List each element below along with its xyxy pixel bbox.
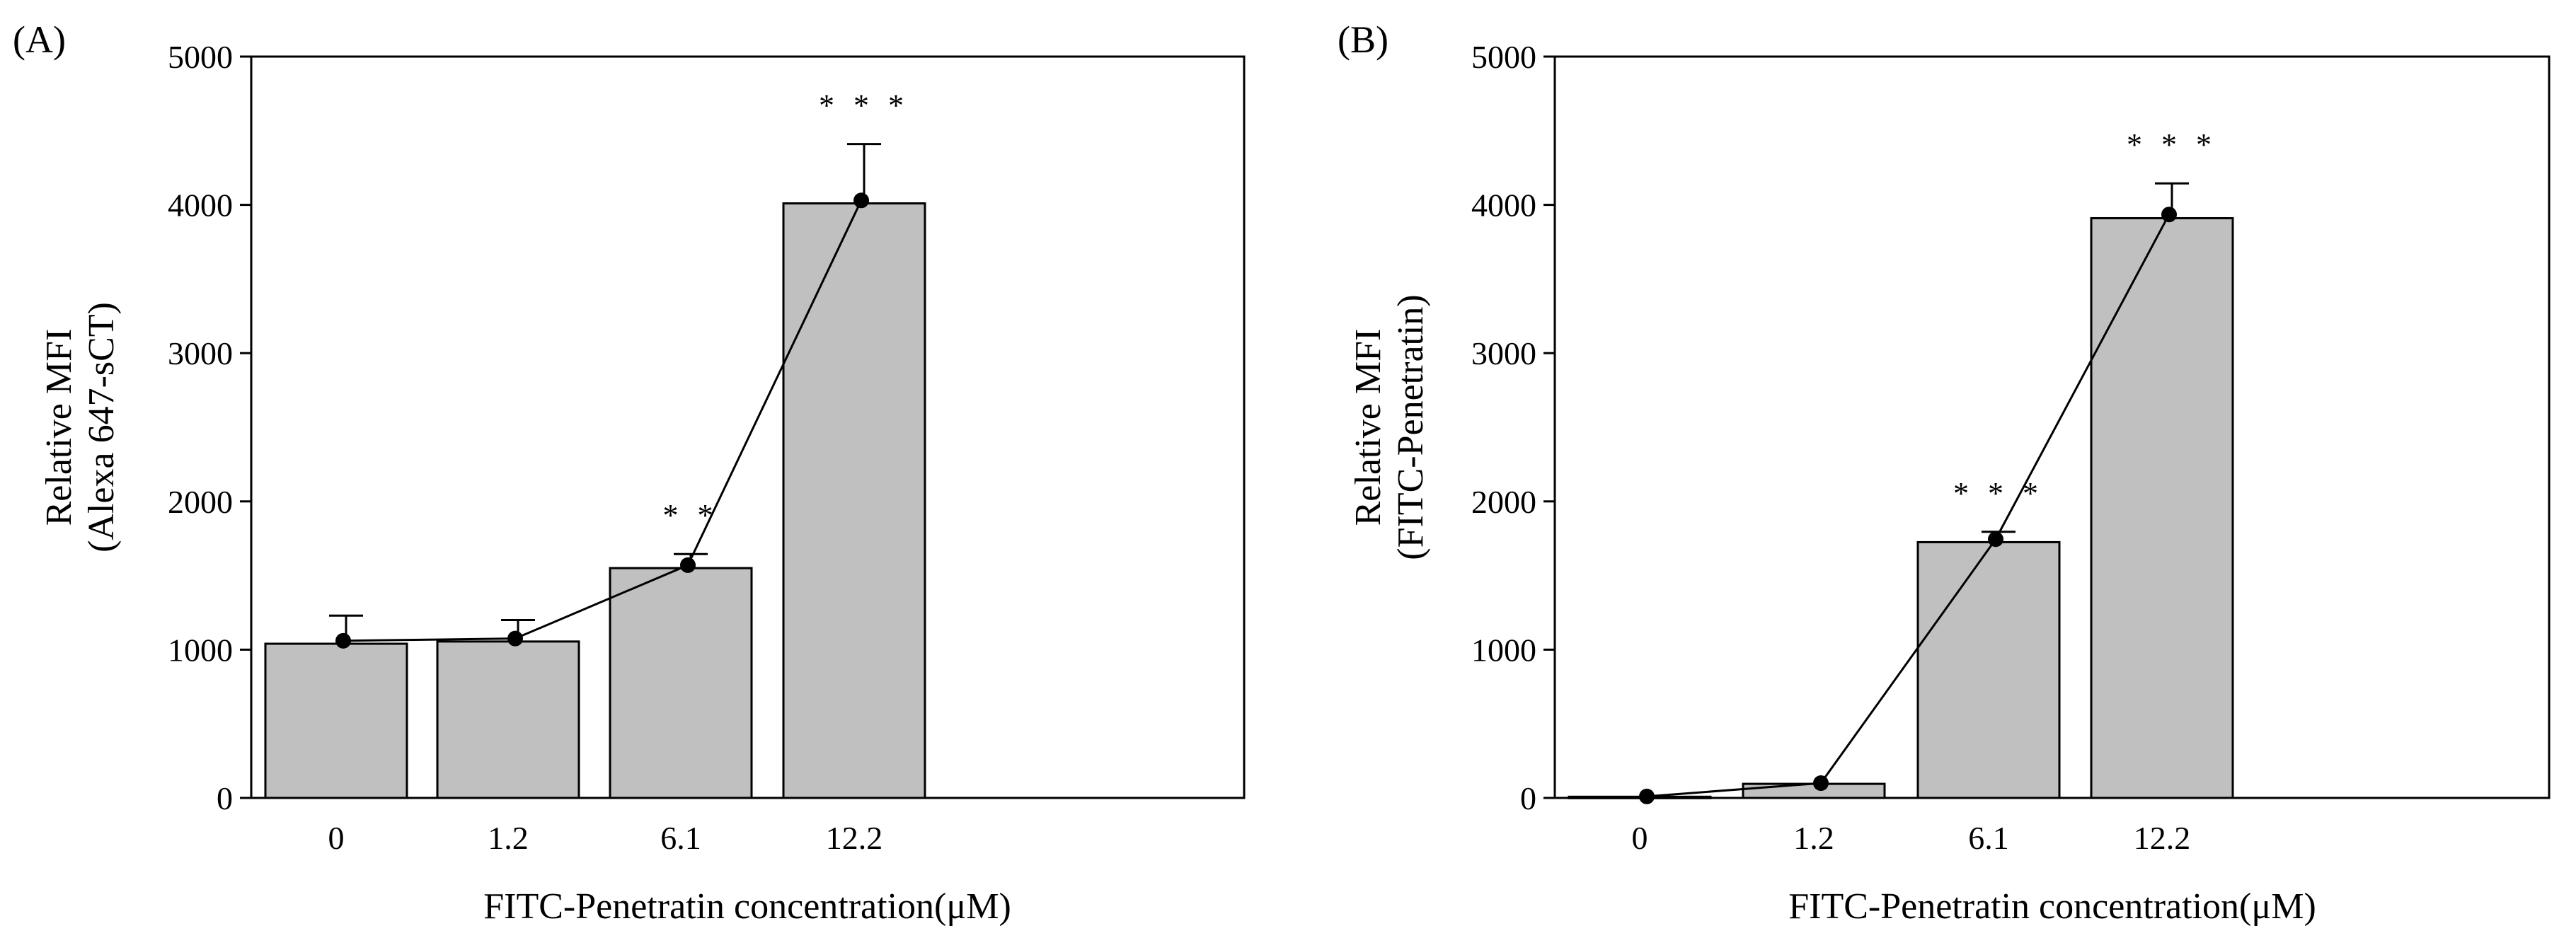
panel-a-xtick-label: 12.2 [826, 820, 883, 856]
panel-b-ytick-label: 5000 [1471, 39, 1536, 75]
panel-b-bar [2090, 216, 2234, 799]
panel-a-y-tick-labels: 0 1000 2000 3000 4000 5000 [168, 39, 233, 816]
panel-a-ytick-label: 1000 [168, 632, 233, 668]
panel-b-xtick-label: 12.2 [2134, 820, 2191, 856]
panel-b-trend-line [1646, 214, 2170, 798]
panel-a-significance: * * * [819, 88, 909, 123]
panel-a-bar [436, 640, 580, 799]
panel-b-y-tick-labels: 0 1000 2000 3000 4000 5000 [1471, 39, 1536, 816]
panel-b-ytick-label: 4000 [1471, 187, 1536, 224]
panel-a-plot-frame [250, 55, 1246, 799]
panel-b-significance-labels: * * * * * * [1953, 127, 2217, 511]
panel-a-x-tick-labels: 0 1.2 6.1 12.2 [328, 820, 883, 856]
panel-a: (A) 0 1000 2000 3000 4000 5000 0 1.2 6.1… [13, 18, 1246, 927]
panel-a-bar [782, 202, 926, 799]
panel-a-ytick-label: 4000 [168, 187, 233, 224]
panel-a-xtick-label: 0 [328, 820, 345, 856]
panel-b-y-axis-title-line2: (FITC-Penetratin) [1391, 294, 1431, 560]
panel-a-y-ticks [240, 55, 251, 799]
panel-a-trend-point [335, 632, 351, 649]
panel-a-bars [264, 202, 926, 799]
panel-a-y-axis-title-line1: Relative MFI [39, 329, 79, 526]
panel-b-y-axis-title-line1: Relative MFI [1348, 329, 1388, 526]
panel-b-y-ticks [1543, 55, 1555, 799]
panel-b: (B) 0 1000 2000 3000 4000 5000 0 1.2 6.1… [1338, 18, 2551, 927]
panel-a-significance-labels: * * * * * [663, 88, 909, 533]
panel-b-ytick-label: 1000 [1471, 632, 1536, 668]
panel-b-xtick-label: 0 [1632, 820, 1648, 856]
panel-a-trend-point [680, 557, 696, 573]
panel-b-ytick-label: 2000 [1471, 484, 1536, 520]
panel-a-ytick-label: 5000 [168, 39, 233, 75]
panel-a-ytick-label: 3000 [168, 335, 233, 371]
panel-b-plot-frame [1553, 55, 2551, 799]
panel-b-x-axis-title: FITC-Penetratin concentration(μM) [1788, 886, 2316, 927]
panel-b-significance: * * * [2127, 127, 2217, 162]
panel-b-ytick-label: 3000 [1471, 335, 1536, 371]
panel-b-significance: * * * [1953, 476, 2044, 511]
panel-b-trend-point [1639, 788, 1655, 804]
panel-b-trend [1639, 207, 2177, 804]
panel-a-y-axis-title-line2: (Alexa 647-sCT) [81, 302, 122, 552]
panel-a-trend [335, 192, 869, 649]
panel-a-trend-line [343, 199, 863, 642]
panel-a-xtick-label: 6.1 [660, 820, 701, 856]
panel-a-xtick-label: 1.2 [488, 820, 529, 856]
panel-a-trend-point [853, 192, 869, 209]
panel-a-ytick-label: 0 [217, 780, 233, 816]
panel-a-bar [264, 642, 408, 799]
panel-a-trend-point [507, 630, 523, 647]
panel-a-label: (A) [13, 18, 66, 61]
panel-b-xtick-label: 6.1 [1968, 820, 2009, 856]
panel-a-x-axis-title: FITC-Penetratin concentration(μM) [483, 886, 1011, 927]
panel-a-significance: * * [663, 498, 719, 533]
panel-a-bar [609, 567, 753, 799]
panel-b-xtick-label: 1.2 [1793, 820, 1834, 856]
panel-b-ytick-label: 0 [1520, 780, 1536, 816]
panel-b-trend-point [1988, 531, 2003, 548]
panel-b-x-tick-labels: 0 1.2 6.1 12.2 [1632, 820, 2191, 856]
panel-a-ytick-label: 2000 [168, 484, 233, 520]
panel-b-trend-point [2161, 207, 2177, 223]
panel-b-trend-point [1813, 775, 1829, 792]
panel-b-label: (B) [1338, 18, 1388, 61]
panel-b-bar [1916, 540, 2061, 799]
panel-b-bars [1568, 216, 2234, 799]
